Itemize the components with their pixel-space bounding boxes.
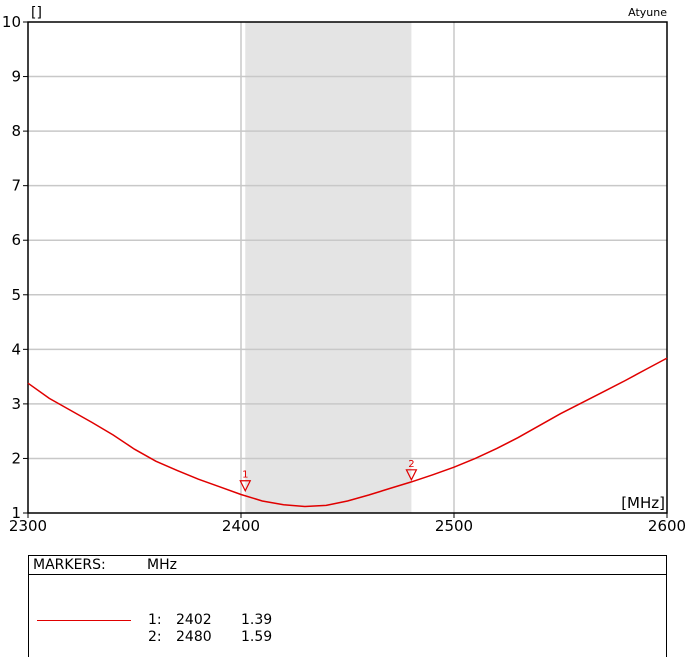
markers-unit: MHz: [147, 557, 177, 573]
series-line: [27, 357, 668, 508]
markers-header: MARKERS: MHz: [29, 556, 666, 575]
plot-frame: [27, 21, 668, 514]
y-tick-label: 8: [11, 122, 21, 140]
y-tick-label: 4: [11, 340, 21, 358]
markers-panel: MARKERS: MHz 1: 2402 1.39 2: 2480 1.59: [28, 555, 667, 657]
marker-row-freq: 2480: [176, 629, 212, 645]
y-tick-label: 1: [11, 504, 21, 522]
x-axis-label: [MHz]: [621, 494, 665, 512]
marker-row-id: 2:: [148, 629, 162, 645]
marker-label: 1: [242, 470, 248, 481]
band-shading: [245, 22, 412, 513]
chart-title-right: Atyune: [628, 6, 667, 19]
marker-row-value: 1.39: [241, 612, 273, 628]
legend-line-swatch: [37, 620, 131, 621]
marker-triangle: [405, 469, 418, 482]
marker-row-1: 1: 2402 1.39: [29, 612, 666, 629]
marker-row-id: 1:: [148, 612, 162, 628]
y-tick-label: 2: [11, 449, 21, 467]
y-tick-label: 7: [11, 177, 21, 195]
y-tick-label: 3: [11, 395, 21, 413]
marker-label: 2: [408, 459, 414, 470]
y-tick-label: 9: [11, 68, 21, 86]
x-tick-label: 2500: [435, 517, 473, 535]
x-tick-label: 2400: [222, 517, 260, 535]
markers-title: MARKERS:: [33, 557, 106, 573]
x-tick-label: 2600: [648, 517, 686, 535]
marker-triangle: [239, 480, 252, 493]
y-tick-label: 6: [11, 231, 21, 249]
marker-row-value: 1.59: [241, 629, 273, 645]
y-tick-label: 5: [11, 286, 21, 304]
marker-row-freq: 2402: [176, 612, 212, 628]
marker-row-2: 2: 2480 1.59: [29, 629, 666, 646]
y-unit-label: []: [31, 5, 42, 21]
y-tick-label: 10: [2, 13, 21, 31]
x-tick-label: 2300: [9, 517, 47, 535]
